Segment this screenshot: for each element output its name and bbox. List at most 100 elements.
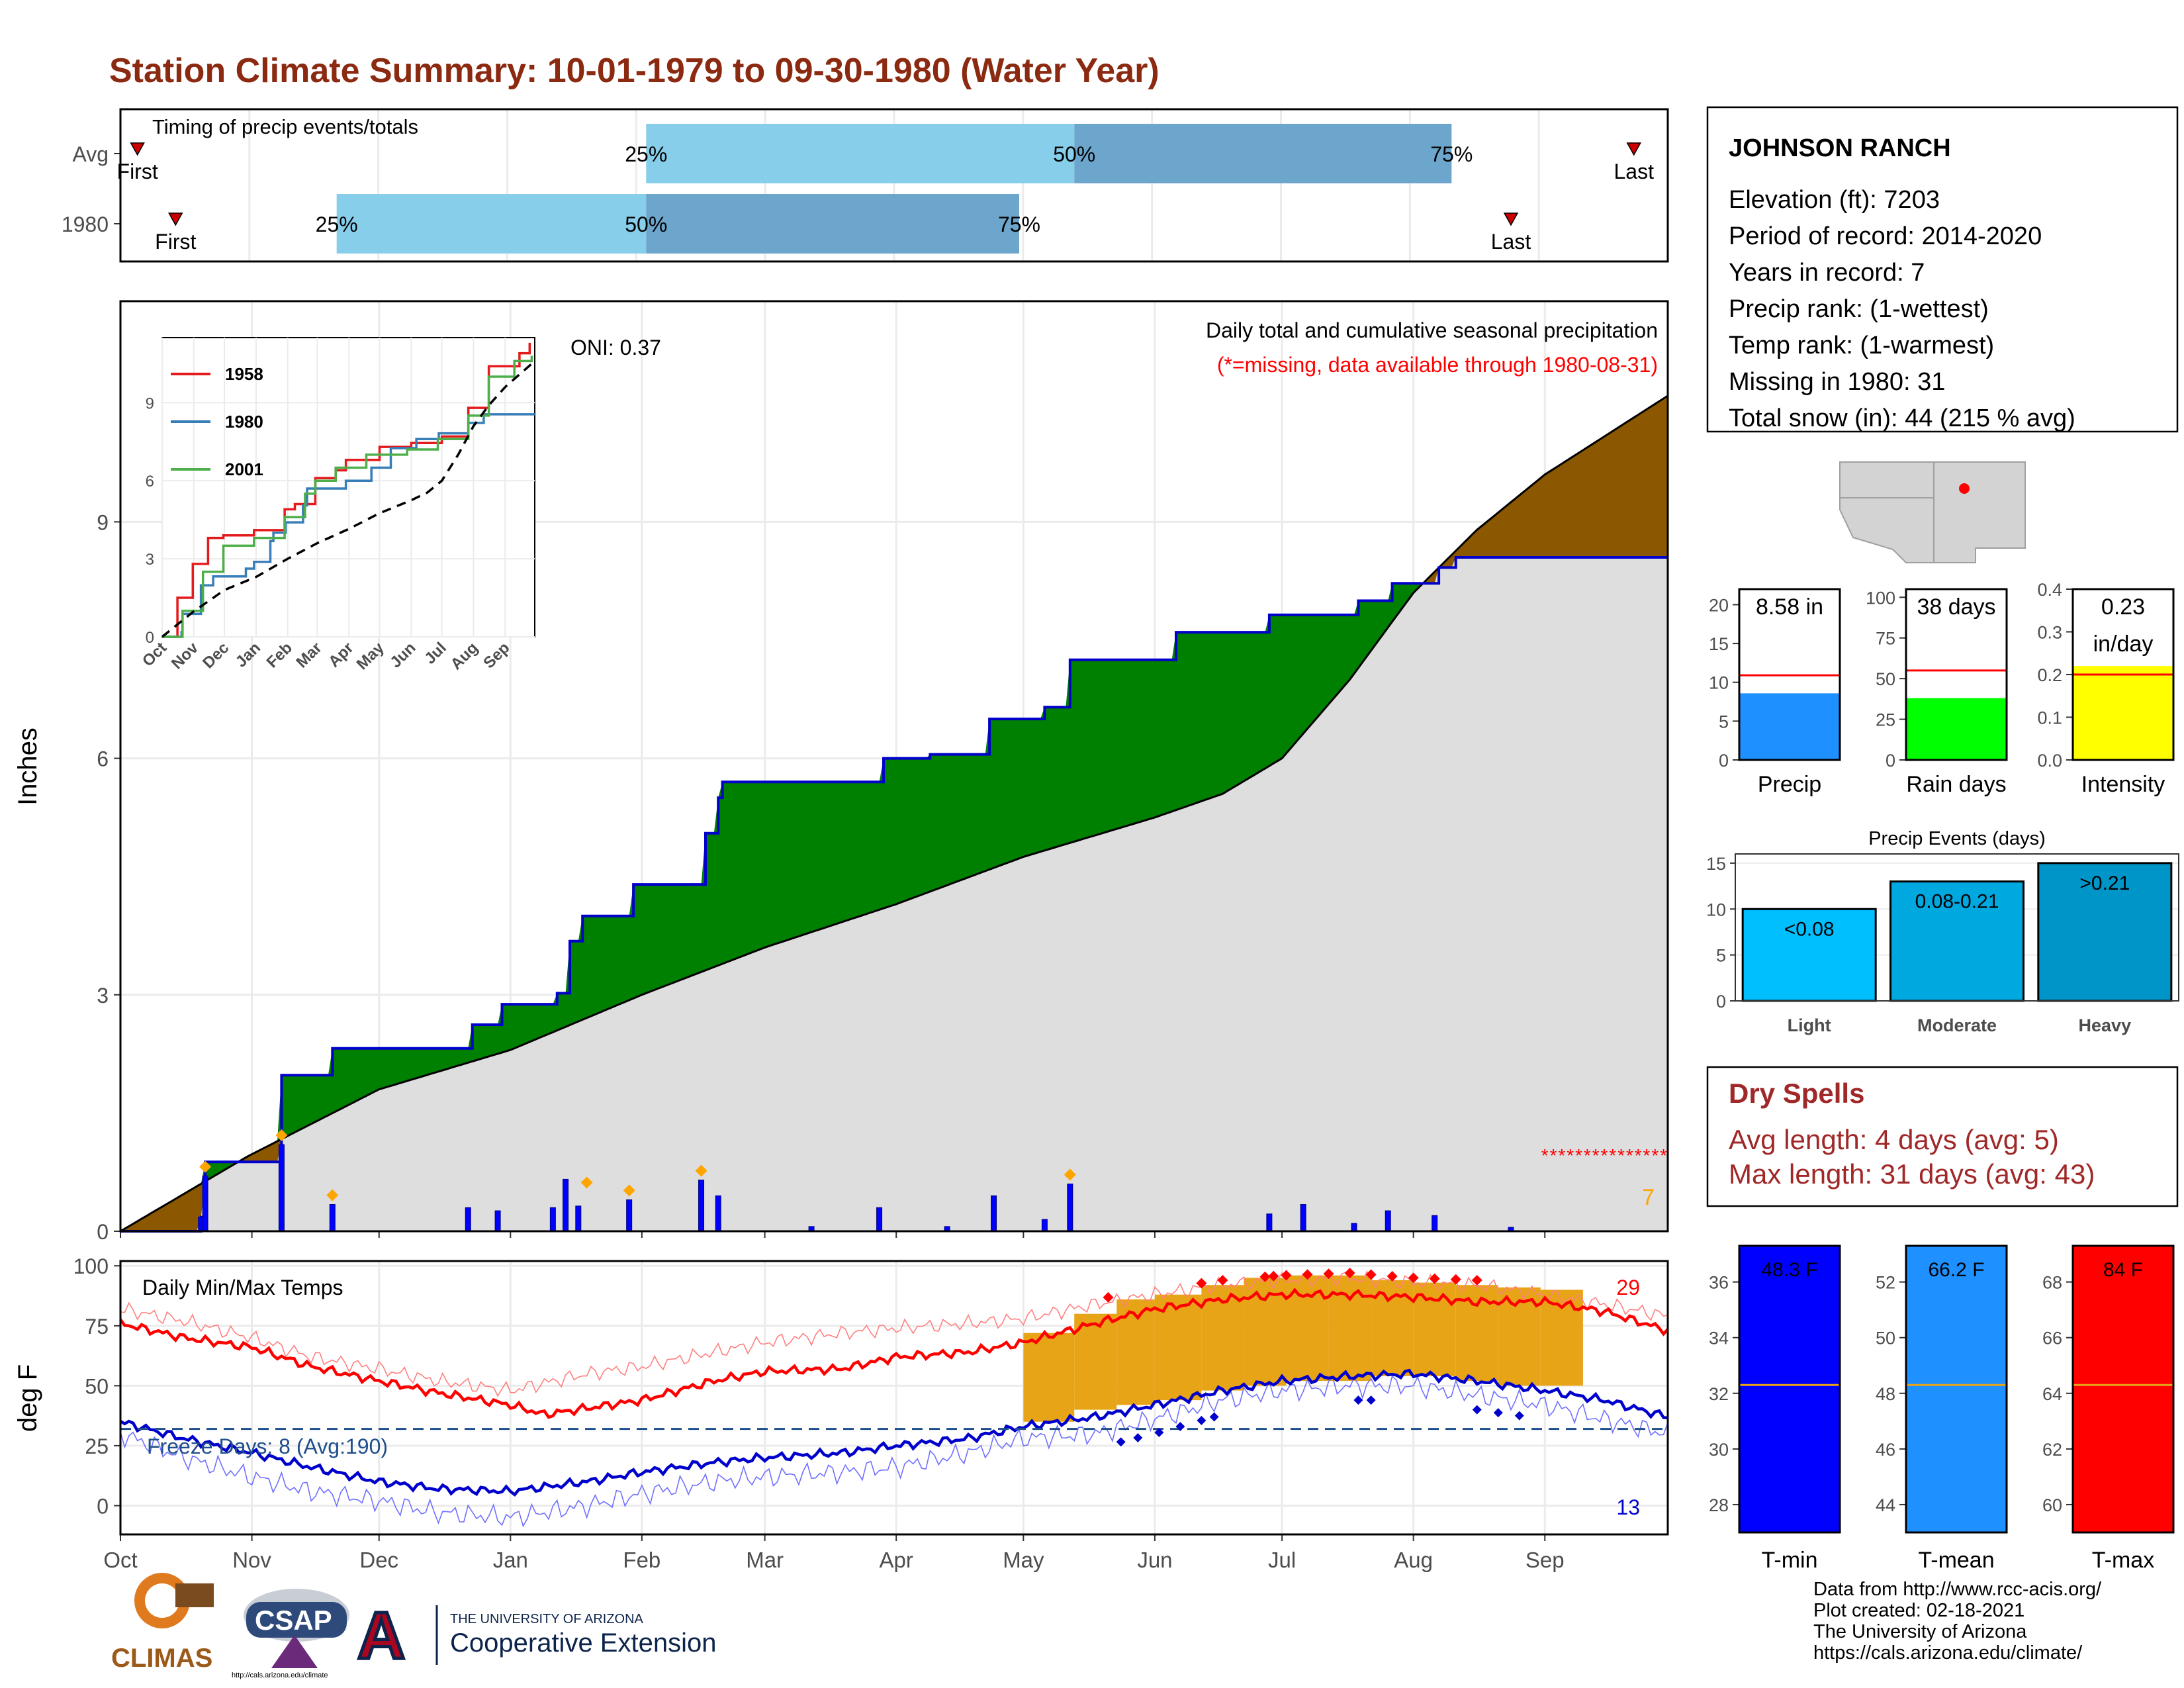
season-ytick-label: 50 [1876, 669, 1895, 689]
temps-ytick-label: 0 [97, 1495, 109, 1519]
season-ytick-label: 0.3 [2037, 623, 2062, 643]
daily-precip-bar [575, 1205, 582, 1232]
inset-ytick-label: 6 [146, 473, 154, 491]
timing-bar-q50-q75 [1074, 124, 1452, 183]
season-bars-panel: 0 5 10 15 20 8.58 in Precip 0 25 50 75 100 38 days Ra… [1709, 580, 2175, 797]
season-ytick-label: 0.4 [2037, 580, 2062, 600]
daily-precip-bar [991, 1195, 997, 1232]
tbar-ytick-label: 36 [1709, 1273, 1729, 1293]
freeze-days-text: Freeze Days: 8 (Avg:190) [147, 1434, 388, 1458]
season-frame [1905, 588, 2008, 761]
inset-series-2001 [162, 355, 533, 638]
season-ytick-label: 25 [1876, 710, 1895, 730]
station-name: JOHNSON RANCH [1729, 134, 1951, 162]
temps-title: Daily Min/Max Temps [142, 1276, 343, 1299]
tbar-ytick-label: 32 [1709, 1384, 1729, 1404]
station-precip-rank: Precip rank: (1-wettest) [1729, 295, 1989, 323]
tbar-ytick-label: 60 [2042, 1495, 2062, 1515]
season-ytick-label: 0 [1886, 751, 1895, 771]
season-value-label: 8.58 in [1756, 594, 1823, 620]
snow-marker [580, 1176, 593, 1189]
events-value-label: >0.21 [2079, 872, 2130, 894]
timing-q50-label: 50% [1053, 142, 1095, 166]
average-cumulative-line [120, 395, 1668, 1233]
tbar-ytick-label: 50 [1876, 1329, 1895, 1348]
season-value-label: 0.23 [2101, 594, 2145, 620]
station-missing: Missing in 1980: 31 [1729, 368, 1945, 396]
cold-day-marker [1154, 1428, 1164, 1438]
events-ytick-label: 5 [1716, 946, 1726, 966]
map-region [1839, 461, 2026, 563]
events-frame [1735, 853, 2179, 1002]
snow-marker [275, 1129, 288, 1142]
precip-ytick-label: 6 [97, 747, 109, 771]
cold-day-marker [1116, 1437, 1126, 1447]
station-years: Years in record: 7 [1729, 259, 1925, 287]
inset-ytick-label: 0 [146, 629, 154, 647]
cold-day-marker [1353, 1395, 1363, 1405]
average-min-temp-line [119, 1368, 1668, 1497]
season-bar-Precip [1739, 693, 1840, 760]
timing-row-label: Avg [72, 142, 109, 166]
temps-xtick-label: Sep [1525, 1548, 1565, 1572]
season-ytick-label: 0 [1719, 751, 1729, 771]
daily-precip-bar [549, 1207, 556, 1232]
tbar-label: T-max [2092, 1548, 2154, 1573]
temps-ytick-label: 100 [73, 1254, 109, 1278]
temps-xtick-label: Jan [493, 1548, 528, 1572]
credits-block: Data from http://www.rcc-acis.org/ Plot … [1813, 1579, 2101, 1664]
daily-precip-bar [876, 1207, 883, 1232]
missing-marker: * [1584, 1145, 1591, 1166]
season-value-label: 38 days [1917, 594, 1995, 620]
station-elevation: Elevation (ft): 7203 [1729, 186, 1940, 214]
events-bar-Light [1741, 908, 1877, 1002]
inset-legend-label: 1980 [225, 412, 263, 432]
tbar-ytick-label: 64 [2042, 1384, 2062, 1404]
csap-logo-text: CSAP [255, 1605, 332, 1636]
missing-marker: * [1651, 1145, 1659, 1166]
credit-line: https://cals.arizona.edu/climate/ [1813, 1642, 2083, 1664]
hot-day-marker [1450, 1274, 1461, 1285]
cold-day-marker [1197, 1415, 1206, 1425]
tbar-value-label: 84 F [2103, 1259, 2143, 1281]
missing-marker: * [1609, 1145, 1616, 1166]
cold-count: 13 [1616, 1495, 1640, 1519]
events-category-label: Heavy [2079, 1015, 2132, 1035]
daily-precip-bar [698, 1180, 705, 1232]
csap-logo: CSAP http://cals.arizona.edu/climate [232, 1589, 349, 1679]
timing-last-marker [1626, 142, 1642, 156]
hot-day-marker [1365, 1269, 1377, 1280]
daily-max-temp-line [120, 1270, 1668, 1397]
missing-marker: * [1575, 1145, 1582, 1166]
cold-day-marker [1514, 1411, 1524, 1421]
dry-spells-avg: Avg length: 4 days (avg: 5) [1729, 1124, 2059, 1155]
hot-day-marker [1281, 1270, 1292, 1281]
hot-day-marker [1323, 1268, 1334, 1280]
timing-bar-q25-q50 [646, 124, 1075, 183]
temp-range-band [1074, 1313, 1117, 1410]
tbar-ytick-label: 68 [2042, 1273, 2062, 1293]
temps-ytick-label: 75 [85, 1315, 109, 1338]
season-ytick-label: 10 [1709, 673, 1729, 693]
temps-ytick-label: 50 [85, 1374, 109, 1398]
precip-title: Daily total and cumulative seasonal prec… [1206, 318, 1658, 342]
climas-logo: CLIMAS [111, 1573, 214, 1673]
timing-frame [119, 108, 1669, 263]
temps-xtick-label: Dec [359, 1548, 398, 1572]
tbar-ytick-label: 48 [1876, 1384, 1895, 1404]
temperature-bars-panel: 28 30 32 34 36 48.3 F T-min 44 46 48 50 52 66.2 F T-m… [1709, 1244, 2175, 1573]
csap-label-bg [246, 1602, 347, 1638]
temp-range-band [1023, 1333, 1075, 1422]
daily-precip-bar [202, 1176, 208, 1232]
station-location-dot [1959, 483, 1970, 494]
season-ytick-label: 0.1 [2037, 708, 2062, 728]
tbar-frame [1738, 1244, 1841, 1534]
climas-emblem-bar [175, 1583, 214, 1607]
daily-precip-bar [1432, 1215, 1438, 1232]
timing-last-marker [1503, 212, 1519, 226]
events-title: Precip Events (days) [1868, 828, 2046, 849]
inset-legend-label: 2001 [225, 459, 263, 479]
hot-day-marker [1344, 1268, 1355, 1279]
season-ytick-label: 0.0 [2037, 751, 2062, 771]
